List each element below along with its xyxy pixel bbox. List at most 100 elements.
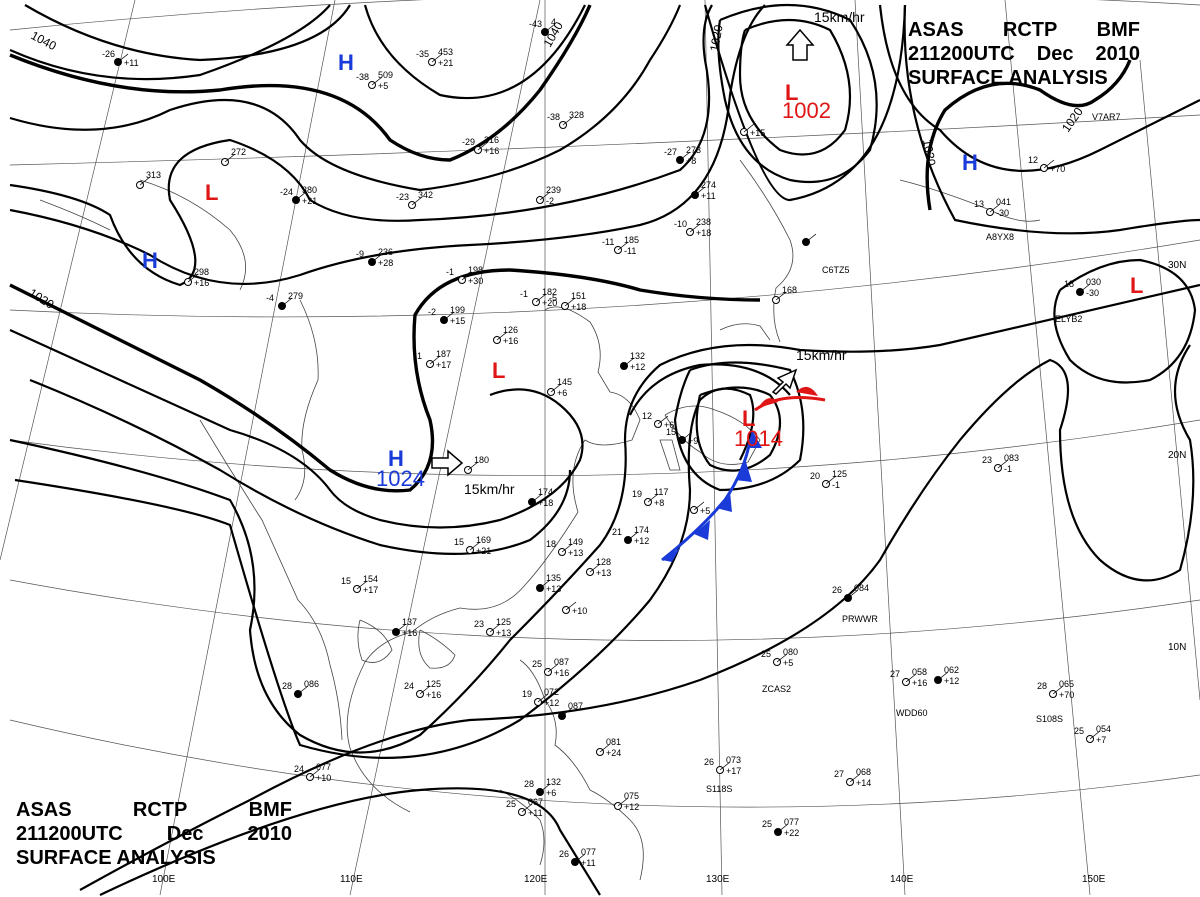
station-pressure: 509 — [378, 70, 393, 80]
header-time: 211200UTC — [908, 43, 1015, 65]
station-temperature: -38 — [356, 72, 369, 82]
motion-arrow-east — [431, 449, 464, 477]
wind-barb — [431, 53, 443, 63]
station-temperature: -23 — [396, 192, 409, 202]
station-pressure: 080 — [783, 647, 798, 657]
station-plot: 126+16 — [493, 325, 518, 346]
low-pressure-center: L — [1130, 273, 1143, 298]
station-tendency: +17 — [436, 360, 451, 370]
station-plot: -1 198+30 — [446, 265, 483, 286]
station-temperature: 26 — [559, 849, 569, 859]
wind-barb — [805, 233, 817, 243]
station-pressure: 313 — [146, 170, 161, 180]
station-temperature: 15 — [341, 576, 351, 586]
ship-callsign: PRWWR — [842, 614, 878, 624]
wind-barb — [469, 541, 481, 551]
grid-labels: 100E 110E 120E 130E 140E 150E 30N 20N 10… — [152, 260, 1186, 885]
wind-barb — [395, 623, 407, 633]
low-pressure-value: 1002 — [782, 98, 831, 123]
station-tendency: +14 — [856, 778, 871, 788]
wind-barb — [224, 153, 236, 163]
station-plot: 274+11 — [691, 180, 716, 201]
wind-barb — [681, 431, 693, 441]
station-pressure: 279 — [288, 291, 303, 301]
lon-label: 120E — [524, 874, 548, 885]
wind-barb — [777, 823, 789, 833]
station-tendency: +13 — [496, 628, 511, 638]
station-pressure: 174 — [634, 525, 649, 535]
station-temperature: -38 — [547, 112, 560, 122]
station-plot: 25 067+11 — [506, 797, 543, 818]
warm-front-bump — [796, 386, 818, 396]
lat-label: 20N — [1168, 450, 1186, 461]
station-temperature: 26 — [704, 757, 714, 767]
station-pressure: 238 — [696, 217, 711, 227]
station-plot: 18 030-30 — [1064, 277, 1101, 298]
station-pressure: 086 — [304, 679, 319, 689]
wind-barb — [564, 297, 576, 307]
station-pressure: 135 — [546, 573, 561, 583]
wind-barb — [539, 579, 551, 589]
high-pressure-center: H — [388, 446, 404, 471]
header-year: 2010 — [1095, 43, 1140, 65]
low-pressure-value: 1014 — [734, 426, 783, 451]
station-temperature: 23 — [474, 619, 484, 629]
station-temperature: 19 — [632, 489, 642, 499]
station-pressure: 174 — [538, 487, 553, 497]
station-tendency: +11 — [124, 58, 139, 68]
station-temperature: 13 — [974, 199, 984, 209]
station-pressure: 062 — [944, 665, 959, 675]
wind-barb — [599, 743, 611, 753]
ship-callsign: S118S — [706, 784, 732, 794]
station-plot: 15 +9 — [666, 427, 698, 446]
station-tendency: +12 — [624, 802, 639, 812]
station-pressure: 185 — [624, 235, 639, 245]
station-temperature: -11 — [602, 237, 614, 247]
wind-barb — [623, 357, 635, 367]
station-tendency: +24 — [606, 748, 621, 758]
station-plot: -26 +11 — [102, 49, 139, 68]
wind-barb — [187, 273, 199, 283]
station-temperature: -1 — [414, 351, 422, 361]
station-plot: -29 316+16 — [462, 135, 499, 156]
station-temperature: 23 — [982, 455, 992, 465]
station-plot: 24 125+16 — [404, 679, 441, 700]
station-plot: 19 072+12 — [522, 687, 559, 708]
station-tendency: +70 — [1050, 164, 1065, 174]
header-code: BMF — [248, 799, 292, 821]
station-tendency: +11 — [581, 858, 596, 868]
station-plot: 062+12 — [934, 665, 959, 686]
station-plot: -27 273+8 — [664, 145, 701, 166]
station-temperature: 15 — [666, 427, 676, 437]
station-plot: 15 154+17 — [341, 574, 378, 595]
isobar-value: 1020 — [707, 23, 725, 52]
station-temperature: -2 — [428, 307, 436, 317]
station-temperature: -29 — [462, 137, 475, 147]
station-plot: -43 4 — [529, 17, 556, 36]
station-tendency: +12 — [634, 536, 649, 546]
station-pressure: 077 — [784, 817, 799, 827]
ship-callsign: WDD60 — [896, 708, 928, 718]
station-tendency: +11 — [701, 191, 716, 201]
motion-speed: 15km/hr — [814, 9, 865, 25]
station-pressure: 125 — [832, 469, 847, 479]
wind-barb — [1052, 685, 1064, 695]
station-tendency: +18 — [538, 498, 553, 508]
station-tendency: +12 — [544, 698, 559, 708]
station-pressure: 199 — [450, 305, 465, 315]
wind-barb — [617, 797, 629, 807]
station-pressure: 083 — [1004, 453, 1019, 463]
station-temperature: 26 — [832, 585, 842, 595]
wind-barb — [1043, 159, 1055, 169]
motion-speed: 15km/hr — [796, 347, 847, 363]
motion-arrow-northeast — [771, 368, 798, 395]
station-plot: 174+18 — [528, 487, 553, 508]
station-tendency: -1 — [832, 480, 840, 490]
station-plot: -1 187+17 — [414, 349, 451, 370]
wind-barb — [694, 186, 706, 196]
isobars — [9, 3, 1200, 896]
station-tendency: +18 — [571, 302, 586, 312]
station-tendency: +8 — [654, 498, 664, 508]
lat-label: 10N — [1168, 642, 1186, 653]
